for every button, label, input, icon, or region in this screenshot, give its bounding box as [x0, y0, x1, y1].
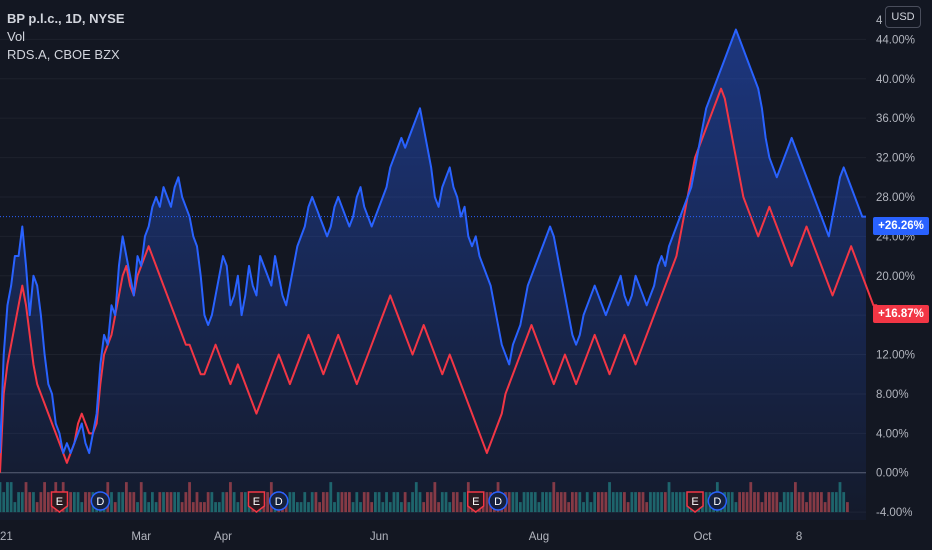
svg-text:E: E — [56, 496, 63, 508]
bp-series-line[interactable] — [0, 28, 866, 455]
y-tick-label: 4.00% — [876, 428, 909, 440]
y-tick-label: 8.00% — [876, 389, 909, 401]
y-tick-label: 32.00% — [876, 153, 915, 165]
dividend-marker-icon[interactable]: D — [488, 491, 508, 511]
x-tick-label: Jun — [370, 531, 389, 543]
x-tick-label: 8 — [796, 531, 802, 543]
svg-text:D: D — [275, 496, 283, 508]
legend-compare-symbol[interactable]: RDS.A, CBOE BZX — [7, 47, 120, 62]
legend-main-symbol[interactable]: BP p.l.c., 1D, NYSE — [7, 11, 125, 26]
x-tick-label: Mar — [131, 531, 151, 543]
svg-text:E: E — [691, 496, 698, 508]
y-tick-label: 28.00% — [876, 192, 915, 204]
earnings-marker-icon[interactable]: E — [686, 491, 704, 513]
rds-series-line[interactable] — [0, 87, 878, 473]
y-tick-label: 40.00% — [876, 74, 915, 86]
y-tick-label: 0.00% — [876, 468, 909, 480]
earnings-marker-icon[interactable]: E — [247, 491, 266, 513]
chart-legend: BP p.l.c., 1D, NYSE Vol RDS.A, CBOE BZX — [7, 10, 125, 64]
y-tick-label: -4.00% — [876, 507, 912, 519]
legend-volume[interactable]: Vol — [7, 29, 26, 44]
y-tick-label: 20.00% — [876, 271, 915, 283]
x-axis[interactable]: 21 Mar Apr Jun Aug Oct 8 — [0, 531, 802, 543]
svg-text:E: E — [472, 496, 479, 508]
earnings-marker-icon[interactable]: E — [466, 491, 485, 513]
x-tick-label: Aug — [529, 531, 549, 543]
y-tick-label-partial: 4 — [876, 15, 883, 27]
currency-button[interactable]: USD — [885, 6, 921, 28]
dividend-marker-icon[interactable]: D — [269, 491, 289, 511]
dividend-marker-icon[interactable]: D — [90, 491, 111, 511]
y-tick-label: 44.00% — [876, 34, 915, 46]
x-tick-label: Oct — [694, 531, 713, 543]
bp-last-value-badge: +26.26% — [873, 217, 929, 235]
dividend-marker-icon[interactable]: D — [707, 491, 728, 511]
y-tick-label: 12.00% — [876, 350, 915, 362]
svg-text:D: D — [96, 496, 104, 508]
y-tick-label: 36.00% — [876, 113, 915, 125]
x-tick-label: 21 — [0, 531, 13, 543]
rds-last-value-badge: +16.87% — [873, 305, 929, 323]
earnings-marker-icon[interactable]: E — [50, 491, 69, 513]
x-tick-label: Apr — [214, 531, 232, 543]
svg-text:D: D — [713, 496, 721, 508]
svg-text:E: E — [253, 496, 260, 508]
svg-text:D: D — [494, 496, 502, 508]
y-axis[interactable]: 44.00%40.00%36.00%32.00%28.00%24.00%20.0… — [876, 15, 915, 519]
bp-area-fill — [0, 29, 866, 521]
